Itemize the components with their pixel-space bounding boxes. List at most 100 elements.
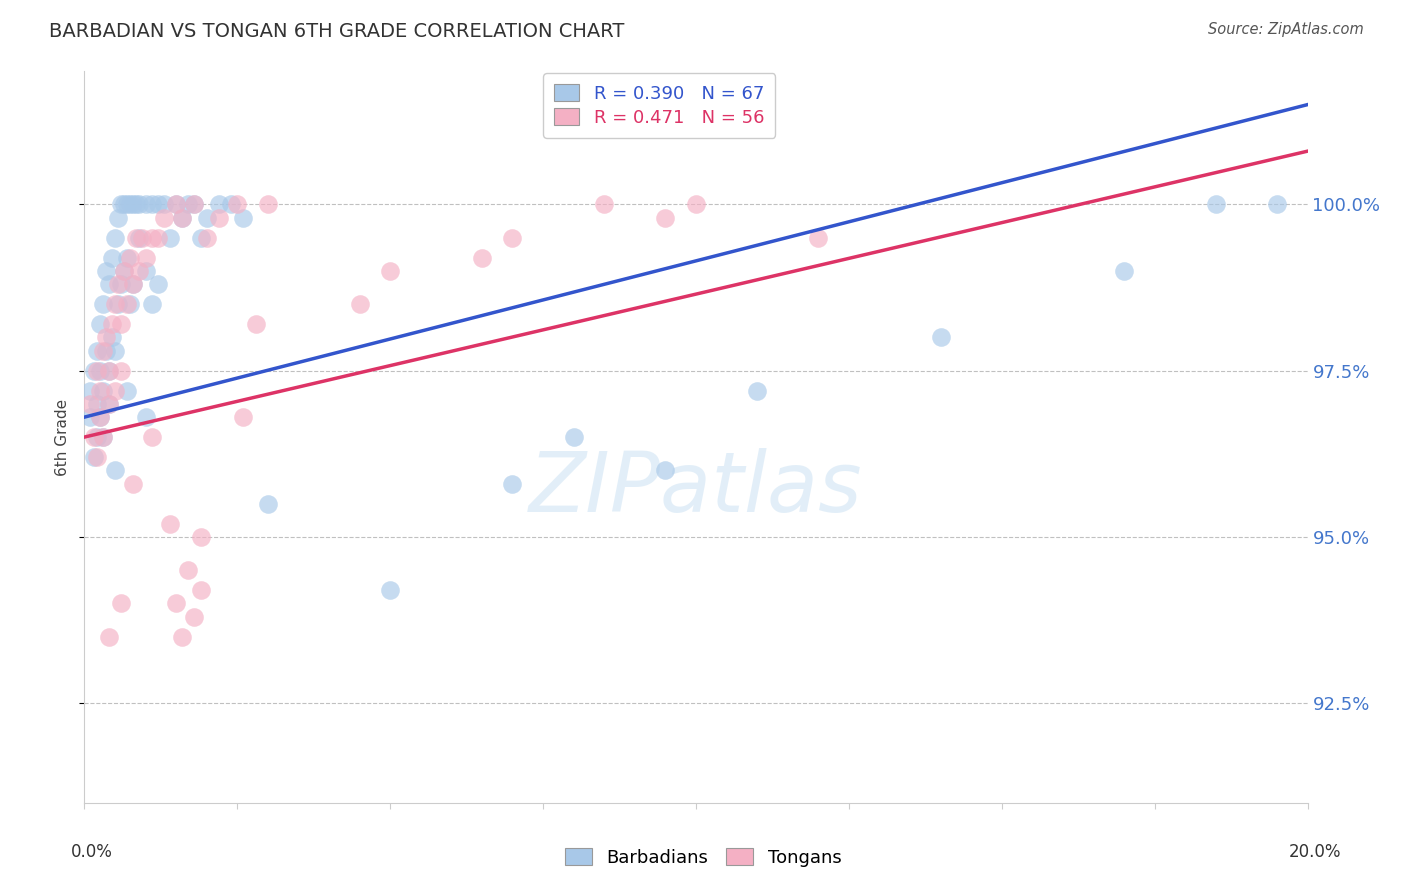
Point	[110, 197, 132, 211]
Point	[1114, 264, 1136, 278]
Point	[97, 630, 120, 644]
Point	[159, 230, 181, 244]
Point	[128, 264, 150, 278]
Point	[107, 211, 129, 225]
Point	[86, 343, 108, 358]
Point	[91, 430, 114, 444]
Point	[79, 410, 101, 425]
Text: ZIPatlas: ZIPatlas	[529, 448, 863, 529]
Point	[1265, 197, 1288, 211]
Point	[502, 476, 524, 491]
Point	[97, 363, 120, 377]
Point	[685, 197, 707, 211]
Text: 0.0%: 0.0%	[70, 843, 112, 861]
Point	[110, 277, 132, 292]
Point	[208, 197, 231, 211]
Point	[172, 630, 194, 644]
Point	[135, 197, 157, 211]
Point	[165, 197, 187, 211]
Point	[94, 330, 117, 344]
Point	[257, 197, 280, 211]
Point	[226, 197, 249, 211]
Point	[128, 230, 150, 244]
Point	[165, 197, 187, 211]
Point	[104, 463, 127, 477]
Point	[104, 230, 127, 244]
Point	[232, 410, 254, 425]
Legend: R = 0.390   N = 67, R = 0.471   N = 56: R = 0.390 N = 67, R = 0.471 N = 56	[543, 73, 775, 137]
Point	[929, 330, 952, 344]
Point	[86, 430, 108, 444]
Point	[91, 384, 114, 398]
Point	[190, 582, 212, 597]
Point	[89, 384, 111, 398]
Point	[110, 596, 132, 610]
Point	[112, 197, 135, 211]
Point	[165, 596, 187, 610]
Point	[101, 317, 124, 331]
Point	[104, 343, 127, 358]
Point	[1205, 197, 1227, 211]
Point	[110, 317, 132, 331]
Point	[146, 277, 169, 292]
Point	[120, 197, 142, 211]
Point	[101, 330, 124, 344]
Point	[101, 251, 124, 265]
Point	[183, 609, 205, 624]
Point	[91, 297, 114, 311]
Point	[183, 197, 205, 211]
Point	[807, 230, 830, 244]
Point	[97, 363, 120, 377]
Point	[146, 197, 169, 211]
Point	[110, 363, 132, 377]
Point	[153, 197, 176, 211]
Point	[195, 211, 218, 225]
Point	[79, 397, 101, 411]
Point	[89, 317, 111, 331]
Point	[86, 363, 108, 377]
Point	[593, 197, 616, 211]
Point	[120, 251, 142, 265]
Point	[97, 397, 120, 411]
Point	[112, 264, 135, 278]
Point	[122, 476, 145, 491]
Point	[104, 297, 127, 311]
Y-axis label: 6th Grade: 6th Grade	[55, 399, 70, 475]
Point	[471, 251, 494, 265]
Point	[97, 277, 120, 292]
Point	[91, 430, 114, 444]
Point	[654, 211, 676, 225]
Point	[122, 277, 145, 292]
Point	[115, 297, 138, 311]
Point	[120, 297, 142, 311]
Point	[115, 251, 138, 265]
Legend: Barbadians, Tongans: Barbadians, Tongans	[557, 841, 849, 874]
Point	[141, 297, 163, 311]
Point	[122, 277, 145, 292]
Point	[146, 230, 169, 244]
Point	[83, 430, 105, 444]
Point	[380, 264, 402, 278]
Point	[89, 363, 111, 377]
Point	[112, 264, 135, 278]
Point	[91, 343, 114, 358]
Point	[135, 264, 157, 278]
Point	[128, 197, 150, 211]
Point	[380, 582, 402, 597]
Point	[562, 430, 585, 444]
Point	[195, 230, 218, 244]
Point	[747, 384, 769, 398]
Point	[89, 410, 111, 425]
Point	[245, 317, 267, 331]
Point	[86, 397, 108, 411]
Point	[94, 264, 117, 278]
Point	[177, 197, 200, 211]
Point	[349, 297, 371, 311]
Point	[153, 211, 176, 225]
Point	[141, 197, 163, 211]
Point	[219, 197, 242, 211]
Point	[97, 397, 120, 411]
Point	[654, 463, 676, 477]
Point	[115, 384, 138, 398]
Point	[89, 410, 111, 425]
